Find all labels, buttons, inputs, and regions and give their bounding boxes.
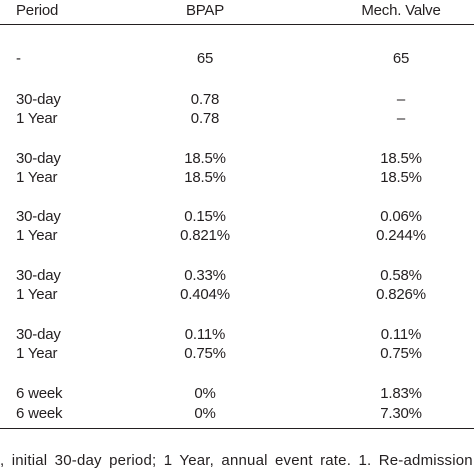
row-bpap: 0.75% bbox=[184, 345, 226, 362]
row-period: 30-day bbox=[16, 91, 61, 108]
row-mech: 0.58% bbox=[380, 267, 422, 284]
row-bpap: 0.821% bbox=[180, 227, 230, 244]
bottom-rule bbox=[0, 428, 474, 429]
row-mech: – bbox=[396, 110, 406, 127]
row-mech: 18.5% bbox=[380, 150, 422, 167]
row-bpap: 18.5% bbox=[184, 150, 226, 167]
row-period: - bbox=[16, 50, 21, 67]
row-period: 30-day bbox=[16, 326, 61, 343]
row-mech: 0.826% bbox=[376, 286, 426, 303]
row-period: 1 Year bbox=[16, 286, 58, 303]
row-period: 1 Year bbox=[16, 169, 58, 186]
row-bpap: 0.11% bbox=[184, 326, 226, 343]
row-period: 6 week bbox=[16, 405, 63, 422]
row-period: 1 Year bbox=[16, 110, 58, 127]
row-mech: 1.83% bbox=[380, 385, 422, 402]
row-bpap: 0.404% bbox=[180, 286, 230, 303]
table-footnote: , initial 30-day period; 1 Year, annual … bbox=[0, 452, 473, 469]
row-bpap: 0.33% bbox=[184, 267, 226, 284]
row-bpap: 0% bbox=[194, 405, 216, 422]
row-mech: 0.11% bbox=[380, 326, 422, 343]
row-mech: 65 bbox=[392, 50, 410, 67]
header-period: Period bbox=[16, 2, 59, 19]
row-mech: 0.06% bbox=[380, 208, 422, 225]
row-bpap: 65 bbox=[196, 50, 214, 67]
row-period: 6 week bbox=[16, 385, 63, 402]
row-bpap: 0.78 bbox=[190, 91, 220, 108]
row-bpap: 18.5% bbox=[184, 169, 226, 186]
row-mech: 0.75% bbox=[380, 345, 422, 362]
row-bpap: 0.15% bbox=[184, 208, 226, 225]
header-rule bbox=[0, 24, 474, 25]
row-mech: – bbox=[396, 91, 406, 108]
header-bpap: BPAP bbox=[185, 2, 225, 19]
row-bpap: 0% bbox=[194, 385, 216, 402]
header-mech-valve: Mech. Valve bbox=[361, 2, 441, 19]
row-mech: 0.244% bbox=[376, 227, 426, 244]
row-period: 30-day bbox=[16, 267, 61, 284]
row-period: 30-day bbox=[16, 150, 61, 167]
row-bpap: 0.78 bbox=[190, 110, 220, 127]
row-period: 30-day bbox=[16, 208, 61, 225]
row-period: 1 Year bbox=[16, 345, 58, 362]
row-mech: 7.30% bbox=[380, 405, 422, 422]
row-period: 1 Year bbox=[16, 227, 58, 244]
row-mech: 18.5% bbox=[380, 169, 422, 186]
